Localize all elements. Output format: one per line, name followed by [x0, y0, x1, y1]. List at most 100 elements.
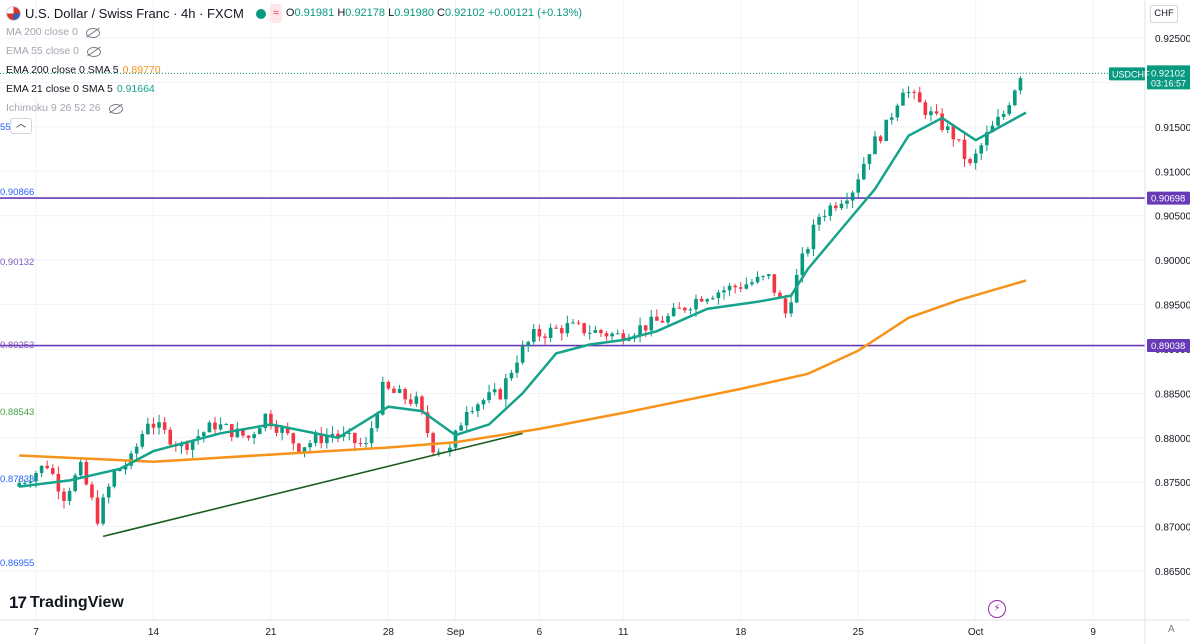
candle-up: [397, 389, 402, 393]
candle-down: [297, 443, 301, 453]
candle-up: [78, 461, 83, 476]
indicator-ichimoku[interactable]: Ichimoku 9 26 52 26: [6, 99, 582, 118]
candle-up: [806, 249, 810, 254]
chart-grid: [0, 0, 1145, 620]
candle-down: [291, 433, 296, 444]
candle-up: [308, 443, 312, 448]
candle-up: [448, 447, 452, 453]
candle-up: [280, 427, 284, 433]
lightning-bolt-icon[interactable]: ⚡: [988, 600, 1006, 618]
indicator-ema200[interactable]: EMA 200 close 0 SMA 5 0.89770: [6, 61, 582, 80]
x-tick-label: 21: [265, 627, 277, 638]
candle-up: [828, 205, 833, 216]
candle-up: [347, 433, 352, 435]
hidden-eye-icon[interactable]: [85, 27, 100, 38]
ohlc-values: O0.91981 H0.92178 L0.91980 C0.92102 +0.0…: [285, 7, 583, 19]
candle-down: [559, 328, 564, 334]
symbol-title[interactable]: U.S. Dollar / Swiss Franc · 4h · FXCM: [25, 6, 244, 21]
candle-down: [425, 412, 430, 434]
level-upper-tag-bg: [1147, 191, 1190, 205]
candle-down: [582, 323, 586, 334]
y-tick-label: 0.88500: [1155, 389, 1190, 400]
cut-label: 55: [0, 122, 11, 133]
candle-down: [934, 111, 939, 114]
candle-up: [470, 411, 475, 413]
candle-down: [968, 159, 972, 164]
candle-up: [476, 404, 480, 412]
candle-down: [392, 388, 396, 393]
candle-up: [146, 423, 150, 435]
candle-down: [386, 381, 391, 389]
candle-up: [889, 117, 894, 120]
candle-down: [962, 139, 967, 160]
candle-up: [817, 216, 821, 225]
candle-up: [1001, 113, 1006, 117]
candle-up: [28, 481, 33, 483]
x-tick-label: 28: [383, 627, 395, 638]
candle-up: [895, 105, 900, 118]
candle-up: [134, 446, 139, 454]
candle-down: [45, 465, 49, 469]
indicator-ma200[interactable]: MA 200 close 0: [6, 23, 582, 42]
y-tick-label: 0.91500: [1155, 123, 1190, 134]
candle-up: [140, 434, 145, 447]
candle-up: [1018, 78, 1023, 91]
data-wave-icon[interactable]: ≈: [269, 4, 282, 23]
usd-chf-flag-icon: [6, 6, 21, 21]
level-lower-tag-bg: [1147, 339, 1190, 353]
candle-up: [571, 322, 575, 324]
tradingview-logo[interactable]: 17 TradingView: [9, 593, 124, 613]
last-price-tag: 0.92102: [1151, 68, 1185, 79]
candle-down: [940, 113, 944, 130]
trendline[interactable]: [102, 432, 523, 538]
symbol-header: U.S. Dollar / Swiss Franc · 4h · FXCM ≈ …: [6, 4, 582, 23]
candle-up: [973, 153, 978, 164]
candle-up: [101, 497, 105, 524]
tradingview-mark-icon: 17: [9, 593, 27, 612]
candle-up: [906, 91, 911, 93]
candle-up: [369, 428, 374, 444]
candle-up: [207, 422, 212, 433]
horizontal-levels[interactable]: [0, 197, 1145, 347]
hidden-eye-icon[interactable]: [86, 46, 101, 57]
candle-up: [587, 332, 592, 334]
indicator-ema55[interactable]: EMA 55 close 0: [6, 42, 582, 61]
candle-up: [671, 307, 676, 316]
candle-up: [789, 302, 793, 314]
collapse-legend-button[interactable]: ︿: [10, 118, 32, 134]
candle-up: [190, 440, 195, 450]
indicator-ema21[interactable]: EMA 21 close 0 SMA 5 0.91664: [6, 80, 582, 99]
candle-down: [683, 307, 687, 311]
candle-down: [576, 322, 581, 324]
candle-down: [336, 433, 340, 437]
candle-up: [979, 145, 984, 154]
candle-down: [319, 434, 324, 444]
candle-up: [722, 290, 726, 293]
currency-selector[interactable]: CHF: [1150, 5, 1178, 23]
price-axis-bg: [1145, 0, 1190, 644]
auto-scale-button[interactable]: A: [1168, 624, 1175, 635]
candle-up: [263, 413, 268, 429]
candle-down: [543, 336, 547, 338]
candle-up: [1013, 90, 1017, 106]
candle-down: [699, 298, 704, 302]
candle-down: [643, 325, 648, 331]
candle-up: [532, 329, 536, 342]
candle-down: [604, 333, 609, 337]
candle-up: [302, 447, 307, 453]
candle-up: [945, 126, 950, 130]
candle-down: [878, 136, 883, 142]
level-lower-tag: 0.89038: [1151, 341, 1185, 352]
y-tick-label: 0.86500: [1155, 567, 1190, 578]
moving-average-lines: [0, 72, 1145, 538]
last-price-tag-bg: [1147, 65, 1190, 90]
cut-label: 0.90132: [0, 257, 35, 268]
countdown-label: 03:16:57: [1151, 78, 1186, 88]
y-tick-label: 0.87000: [1155, 523, 1190, 534]
cut-label: 0.89253: [0, 340, 35, 351]
candle-down: [917, 92, 922, 103]
hidden-eye-icon[interactable]: [108, 103, 123, 114]
candle-up: [464, 411, 469, 426]
